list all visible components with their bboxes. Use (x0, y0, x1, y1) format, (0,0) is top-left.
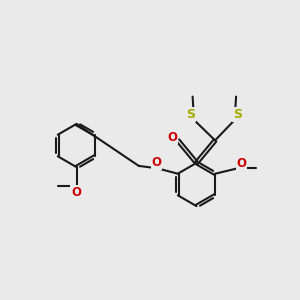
Text: O: O (71, 186, 81, 199)
Text: S: S (233, 108, 242, 121)
Text: O: O (152, 156, 162, 170)
Text: S: S (187, 108, 196, 121)
Text: O: O (236, 157, 246, 170)
Text: O: O (167, 131, 178, 144)
